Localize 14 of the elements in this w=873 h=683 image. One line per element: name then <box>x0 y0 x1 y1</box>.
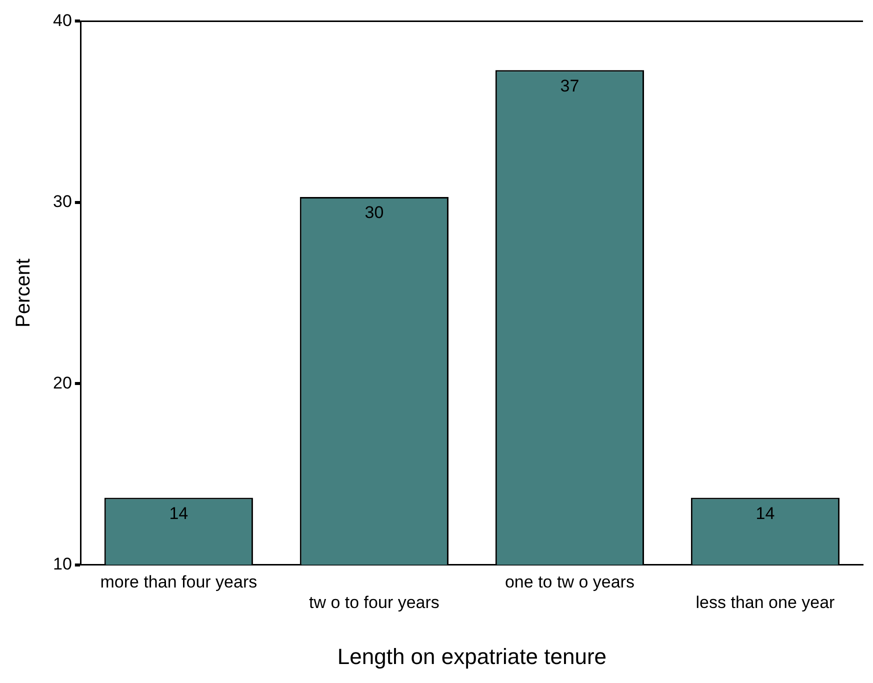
data-label: 37 <box>560 76 580 96</box>
x-axis-title: Length on expatriate tenure <box>337 644 606 669</box>
x-tick-label: more than four years <box>100 572 258 592</box>
x-tick-label: one to tw o years <box>504 572 634 592</box>
x-tick-label: less than one year <box>696 593 836 612</box>
data-label: 30 <box>364 203 384 222</box>
y-tick-label: 10 <box>52 554 72 574</box>
y-axis-title: Percent <box>12 258 35 328</box>
y-tick-label: 20 <box>52 373 72 392</box>
x-tick-label: tw o to four years <box>309 593 440 612</box>
data-label: 14 <box>756 504 775 523</box>
data-label: 14 <box>169 504 188 523</box>
y-tick-label: 30 <box>52 192 72 212</box>
y-tick-label: 40 <box>52 10 72 30</box>
